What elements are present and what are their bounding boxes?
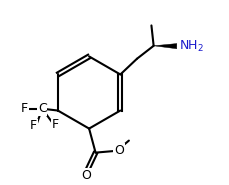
Text: F: F (52, 117, 59, 131)
Polygon shape (153, 44, 176, 49)
Text: O: O (113, 144, 123, 157)
Text: F: F (21, 102, 28, 115)
Text: F: F (30, 119, 37, 132)
Text: O: O (81, 169, 91, 182)
Text: C: C (38, 102, 46, 115)
Text: NH$_2$: NH$_2$ (178, 39, 203, 54)
